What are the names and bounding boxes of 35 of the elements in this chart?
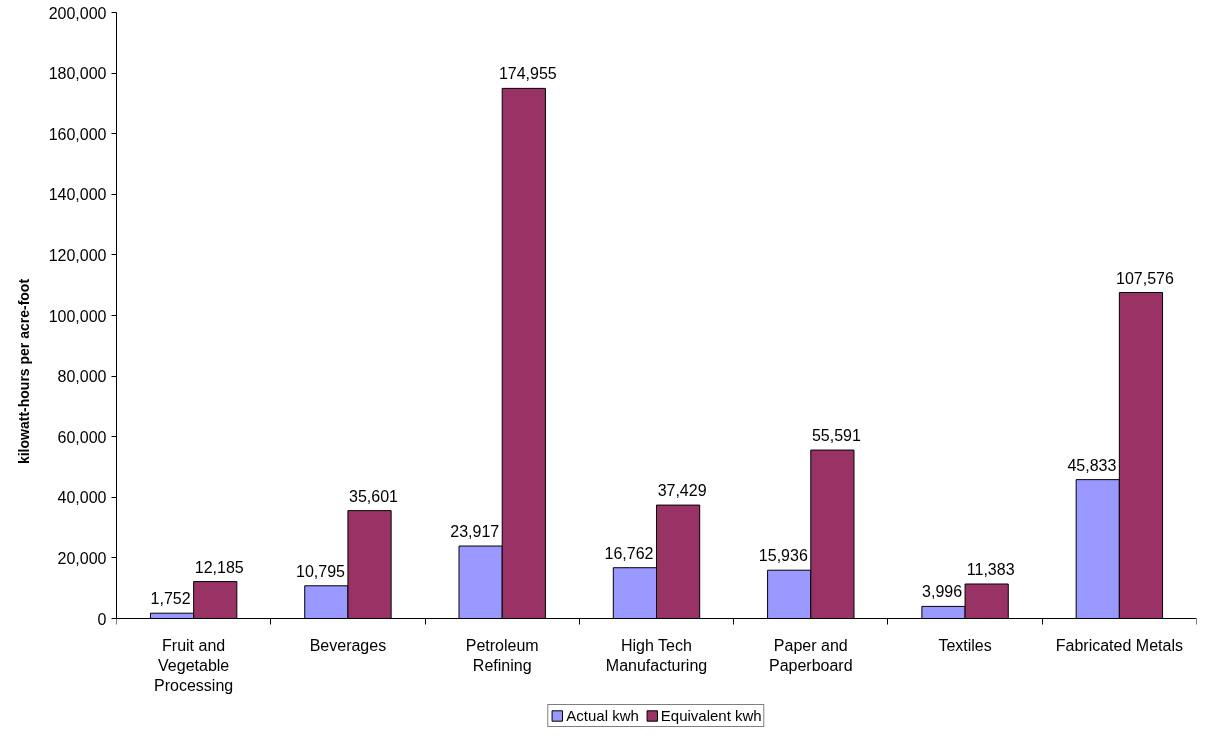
- x-tick-label: Paper and Paperboard: [768, 636, 853, 674]
- data-label: 15,936: [758, 547, 808, 565]
- y-tick-label: 80,000: [57, 368, 107, 386]
- y-axis-title: kilowatt-hours per acre-foot: [15, 278, 32, 465]
- y-tick-label: 20,000: [57, 549, 107, 567]
- x-tick-label: Beverages: [309, 636, 387, 654]
- y-tick-label: 160,000: [48, 125, 107, 143]
- y-tick-label: 0: [97, 610, 107, 628]
- data-label: 23,917: [450, 523, 500, 541]
- x-tick-label: Fabricated Metals: [1055, 636, 1183, 654]
- x-tick-label: High Tech Manufacturing: [605, 636, 708, 674]
- data-label: 1,752: [150, 590, 191, 608]
- data-label: 12,185: [194, 558, 244, 576]
- legend-label: Actual kwh: [566, 707, 639, 724]
- y-tick-label: 200,000: [48, 4, 107, 22]
- x-tick-label: Petroleum Refining: [465, 636, 539, 674]
- data-label: 10,795: [295, 562, 346, 580]
- y-tick-label: 180,000: [48, 65, 107, 83]
- data-label: 45,833: [1067, 456, 1117, 474]
- data-label: 11,383: [966, 561, 1015, 579]
- data-label: 16,762: [604, 544, 654, 562]
- data-label: 55,591: [811, 427, 861, 445]
- data-label: 107,576: [1116, 269, 1174, 287]
- data-label: 37,429: [657, 482, 707, 500]
- data-label: 35,601: [349, 487, 399, 505]
- legend-label: Equivalent kwh: [660, 707, 762, 724]
- y-tick-label: 120,000: [48, 246, 107, 264]
- x-tick-label: Textiles: [938, 636, 992, 654]
- y-tick-label: 140,000: [48, 186, 107, 204]
- y-tick-label: 60,000: [57, 428, 107, 446]
- x-tick-label: Fruit and Vegetable Processing: [154, 636, 234, 695]
- y-tick-label: 100,000: [48, 307, 107, 325]
- data-label: 174,955: [498, 65, 557, 83]
- y-tick-label: 40,000: [57, 489, 107, 507]
- data-label: 3,996: [922, 583, 963, 601]
